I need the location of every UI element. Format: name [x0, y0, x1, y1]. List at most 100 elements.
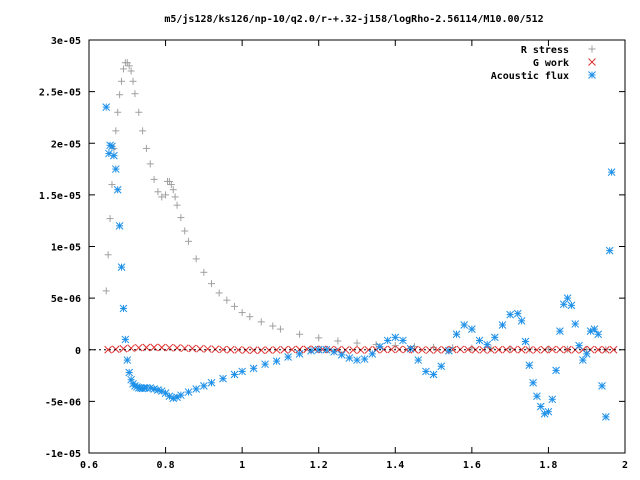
r-stress-point	[114, 108, 122, 116]
acoustic-flux-point	[582, 350, 591, 358]
acoustic-flux-point	[383, 336, 392, 345]
g-work-point	[234, 346, 243, 354]
axes: 0.6 0.8 1 1.2 1.4 1.6 1.8 2 -1e-05 -5e-06 0 5e-06 1e…	[39, 36, 628, 471]
acoustic-flux-point	[475, 336, 484, 345]
r-stress-point	[223, 296, 231, 304]
r-stress-point	[353, 339, 361, 347]
acoustic-flux-point	[563, 294, 572, 302]
x-tick-label: 0.8	[157, 460, 175, 471]
legend-marker	[588, 71, 596, 79]
g-work-point	[142, 343, 151, 352]
acoustic-flux-point	[602, 413, 610, 421]
acoustic-flux-point	[284, 353, 292, 361]
acoustic-flux-point	[544, 407, 553, 416]
acoustic-flux-point	[337, 351, 346, 359]
r-stress-point	[116, 91, 124, 99]
g-work-point	[433, 346, 442, 354]
g-work-point	[379, 345, 388, 354]
r-stress-point	[315, 334, 323, 342]
series-g-work	[104, 343, 618, 355]
acoustic-flux-point	[272, 357, 281, 365]
r-stress-point	[487, 344, 495, 352]
acoustic-flux-point	[605, 246, 614, 255]
g-work-point	[265, 346, 273, 355]
series-r-stress	[102, 59, 610, 353]
y-tick-label: 1.5e-05	[39, 191, 81, 202]
g-work-point	[249, 346, 258, 355]
acoustic-flux-point	[307, 346, 315, 355]
r-stress-point	[430, 343, 438, 351]
acoustic-flux-point	[142, 384, 151, 392]
acoustic-flux-point	[525, 361, 534, 370]
g-work-point	[127, 344, 135, 353]
r-stress-point	[150, 175, 158, 183]
y-tick-label: -1e-05	[45, 449, 81, 460]
plot-frame	[88, 39, 626, 454]
g-work-point	[479, 346, 488, 354]
g-work-point	[211, 345, 220, 354]
g-work-point	[134, 343, 143, 352]
acoustic-flux-point	[429, 370, 438, 379]
g-work-point	[517, 345, 526, 354]
acoustic-flux-point	[200, 382, 208, 390]
r-stress-point	[123, 59, 131, 67]
r-stress-point	[296, 330, 304, 338]
r-stress-point	[119, 65, 127, 73]
acoustic-flux-point	[536, 402, 545, 411]
r-stress-point	[177, 214, 185, 222]
acoustic-flux-point	[490, 333, 499, 342]
r-stress-point	[334, 337, 342, 345]
r-stress-point	[158, 193, 166, 201]
acoustic-flux-point	[314, 345, 323, 354]
legend-label: G work	[533, 58, 569, 69]
g-work-point	[510, 345, 518, 354]
acoustic-flux-point	[452, 330, 461, 339]
acoustic-flux-point	[533, 392, 541, 401]
r-stress-point	[129, 77, 137, 85]
acoustic-flux-point	[249, 364, 258, 373]
r-stress-point	[102, 287, 110, 295]
g-work-point	[188, 344, 197, 353]
acoustic-flux-point	[445, 346, 453, 355]
r-stress-point	[246, 313, 254, 321]
r-stress-point	[131, 90, 139, 98]
g-work-point	[272, 346, 281, 354]
r-stress-point	[167, 181, 175, 189]
g-work-point	[173, 344, 181, 352]
acoustic-flux-point	[468, 325, 476, 333]
g-work-point	[104, 345, 112, 354]
y-tick-label: 0	[75, 346, 81, 357]
y-tick-label: 1e-05	[51, 243, 81, 254]
r-stress-point	[173, 201, 181, 209]
g-work-point	[257, 346, 266, 355]
chart-title: m5/js128/ks126/np-10/q2.0/r-+.32-j158/lo…	[164, 13, 543, 25]
acoustic-flux-point	[238, 367, 246, 376]
y-tick-label: 2.5e-05	[39, 88, 81, 99]
acoustic-flux-point	[571, 320, 580, 328]
g-work-point	[219, 345, 227, 354]
acoustic-flux-point	[521, 337, 530, 346]
acoustic-flux-point	[113, 185, 122, 194]
r-stress-point	[108, 181, 116, 189]
x-tick-label: 1.8	[539, 460, 557, 471]
y-tick-label: 3e-05	[51, 36, 81, 47]
g-work-point	[119, 344, 128, 353]
acoustic-flux-point	[498, 321, 507, 329]
acoustic-flux-point	[422, 367, 430, 376]
r-stress-point	[142, 144, 150, 152]
r-stress-point	[127, 67, 135, 75]
g-work-point	[594, 345, 603, 354]
acoustic-flux-point	[161, 389, 170, 397]
acoustic-flux-point	[594, 330, 603, 339]
acoustic-flux-point	[177, 391, 185, 400]
acoustic-flux-point	[575, 341, 583, 350]
acoustic-flux-point	[295, 350, 304, 358]
x-tick-label: 1.2	[310, 460, 328, 471]
acoustic-flux-point	[391, 333, 400, 342]
acoustic-flux-point	[125, 368, 134, 377]
r-stress-point	[276, 325, 284, 333]
g-work-point	[180, 344, 189, 353]
acoustic-flux-point	[230, 370, 239, 379]
